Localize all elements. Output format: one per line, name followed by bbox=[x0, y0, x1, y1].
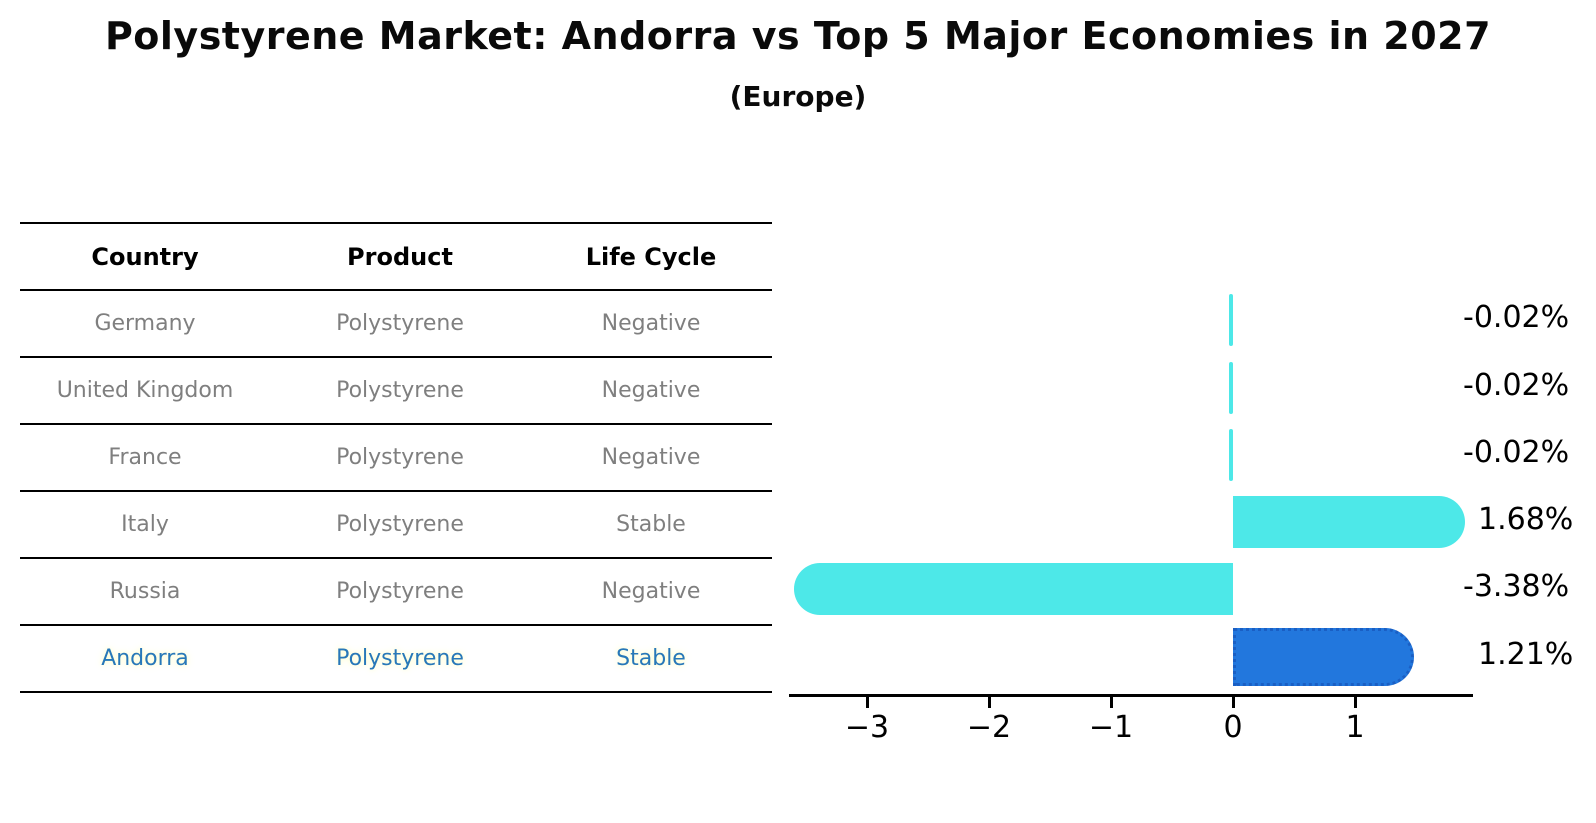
table-row-united-kingdom-cell-1: Polystyrene bbox=[336, 378, 464, 403]
x-tick--2 bbox=[987, 697, 991, 708]
table-header-row-cell-0: Country bbox=[91, 242, 199, 271]
bar-france bbox=[1229, 429, 1233, 481]
table-row-italy-cell-2: Stable bbox=[616, 512, 686, 537]
value-label-germany: -0.02% bbox=[1463, 300, 1570, 335]
table-row-france-cell-2: Negative bbox=[601, 445, 701, 470]
table-row-germany: Germany Polystyrene Negative bbox=[20, 289, 772, 356]
table-row-italy-cell-0: Italy bbox=[121, 512, 169, 537]
x-tick-0 bbox=[1231, 697, 1235, 708]
table-row-andorra: Andorra Polystyrene Stable bbox=[20, 624, 772, 693]
bar-germany bbox=[1229, 294, 1233, 346]
table-header-row: Country Product Life Cycle bbox=[20, 222, 772, 289]
table-header-row-cell-2: Life Cycle bbox=[585, 242, 717, 271]
bar-russia bbox=[793, 563, 1233, 615]
table-row-russia-cell-2: Negative bbox=[601, 579, 701, 604]
x-tick--1 bbox=[1109, 697, 1113, 708]
country-info-table: Country Product Life Cycle Germany Polystyre… bbox=[20, 222, 772, 693]
value-label-france: -0.02% bbox=[1463, 435, 1570, 470]
chart-title: Polystyrene Market: Andorra vs Top 5 Maj… bbox=[104, 14, 1492, 58]
bar-united-kingdom bbox=[1229, 362, 1233, 414]
table-row-france: France Polystyrene Negative bbox=[20, 423, 772, 490]
value-label-andorra: 1.21% bbox=[1478, 637, 1574, 672]
table-row-united-kingdom-cell-0: United Kingdom bbox=[56, 378, 234, 403]
table-row-germany-cell-0: Germany bbox=[94, 311, 196, 336]
table-row-united-kingdom: United Kingdom Polystyrene Negative bbox=[20, 356, 772, 423]
x-tick-label--3: −3 bbox=[844, 710, 890, 745]
x-tick-label--2: −2 bbox=[966, 710, 1012, 745]
x-tick-label--1: −1 bbox=[1088, 710, 1134, 745]
table-header-row-cell-1: Product bbox=[347, 242, 453, 271]
bar-andorra bbox=[1233, 628, 1414, 686]
x-tick-label-0: 0 bbox=[1223, 710, 1243, 745]
table-row-russia-cell-0: Russia bbox=[109, 579, 181, 604]
value-label-italy: 1.68% bbox=[1478, 502, 1574, 537]
x-tick--3 bbox=[865, 697, 869, 708]
x-tick-label-1: 1 bbox=[1345, 710, 1365, 745]
table-row-andorra-cell-1: Polystyrene bbox=[336, 646, 464, 671]
table-row-united-kingdom-cell-2: Negative bbox=[601, 378, 701, 403]
value-label-united-kingdom: -0.02% bbox=[1463, 368, 1570, 403]
x-tick-1 bbox=[1353, 697, 1357, 708]
table-row-russia: Russia Polystyrene Negative bbox=[20, 557, 772, 624]
bar-italy bbox=[1233, 496, 1465, 548]
table-row-andorra-cell-0: Andorra bbox=[101, 646, 189, 671]
table-row-france-cell-1: Polystyrene bbox=[336, 445, 464, 470]
table-row-italy: Italy Polystyrene Stable bbox=[20, 490, 772, 557]
table-row-italy-cell-1: Polystyrene bbox=[336, 512, 464, 537]
table-row-germany-cell-2: Negative bbox=[601, 311, 701, 336]
chart-subtitle: (Europe) bbox=[729, 80, 867, 113]
table-row-germany-cell-1: Polystyrene bbox=[336, 311, 464, 336]
table-row-andorra-cell-2: Stable bbox=[616, 646, 686, 671]
table-row-russia-cell-1: Polystyrene bbox=[336, 579, 464, 604]
table-row-france-cell-0: France bbox=[108, 445, 182, 470]
value-label-russia: -3.38% bbox=[1463, 569, 1570, 604]
x-axis-line bbox=[789, 694, 1473, 697]
